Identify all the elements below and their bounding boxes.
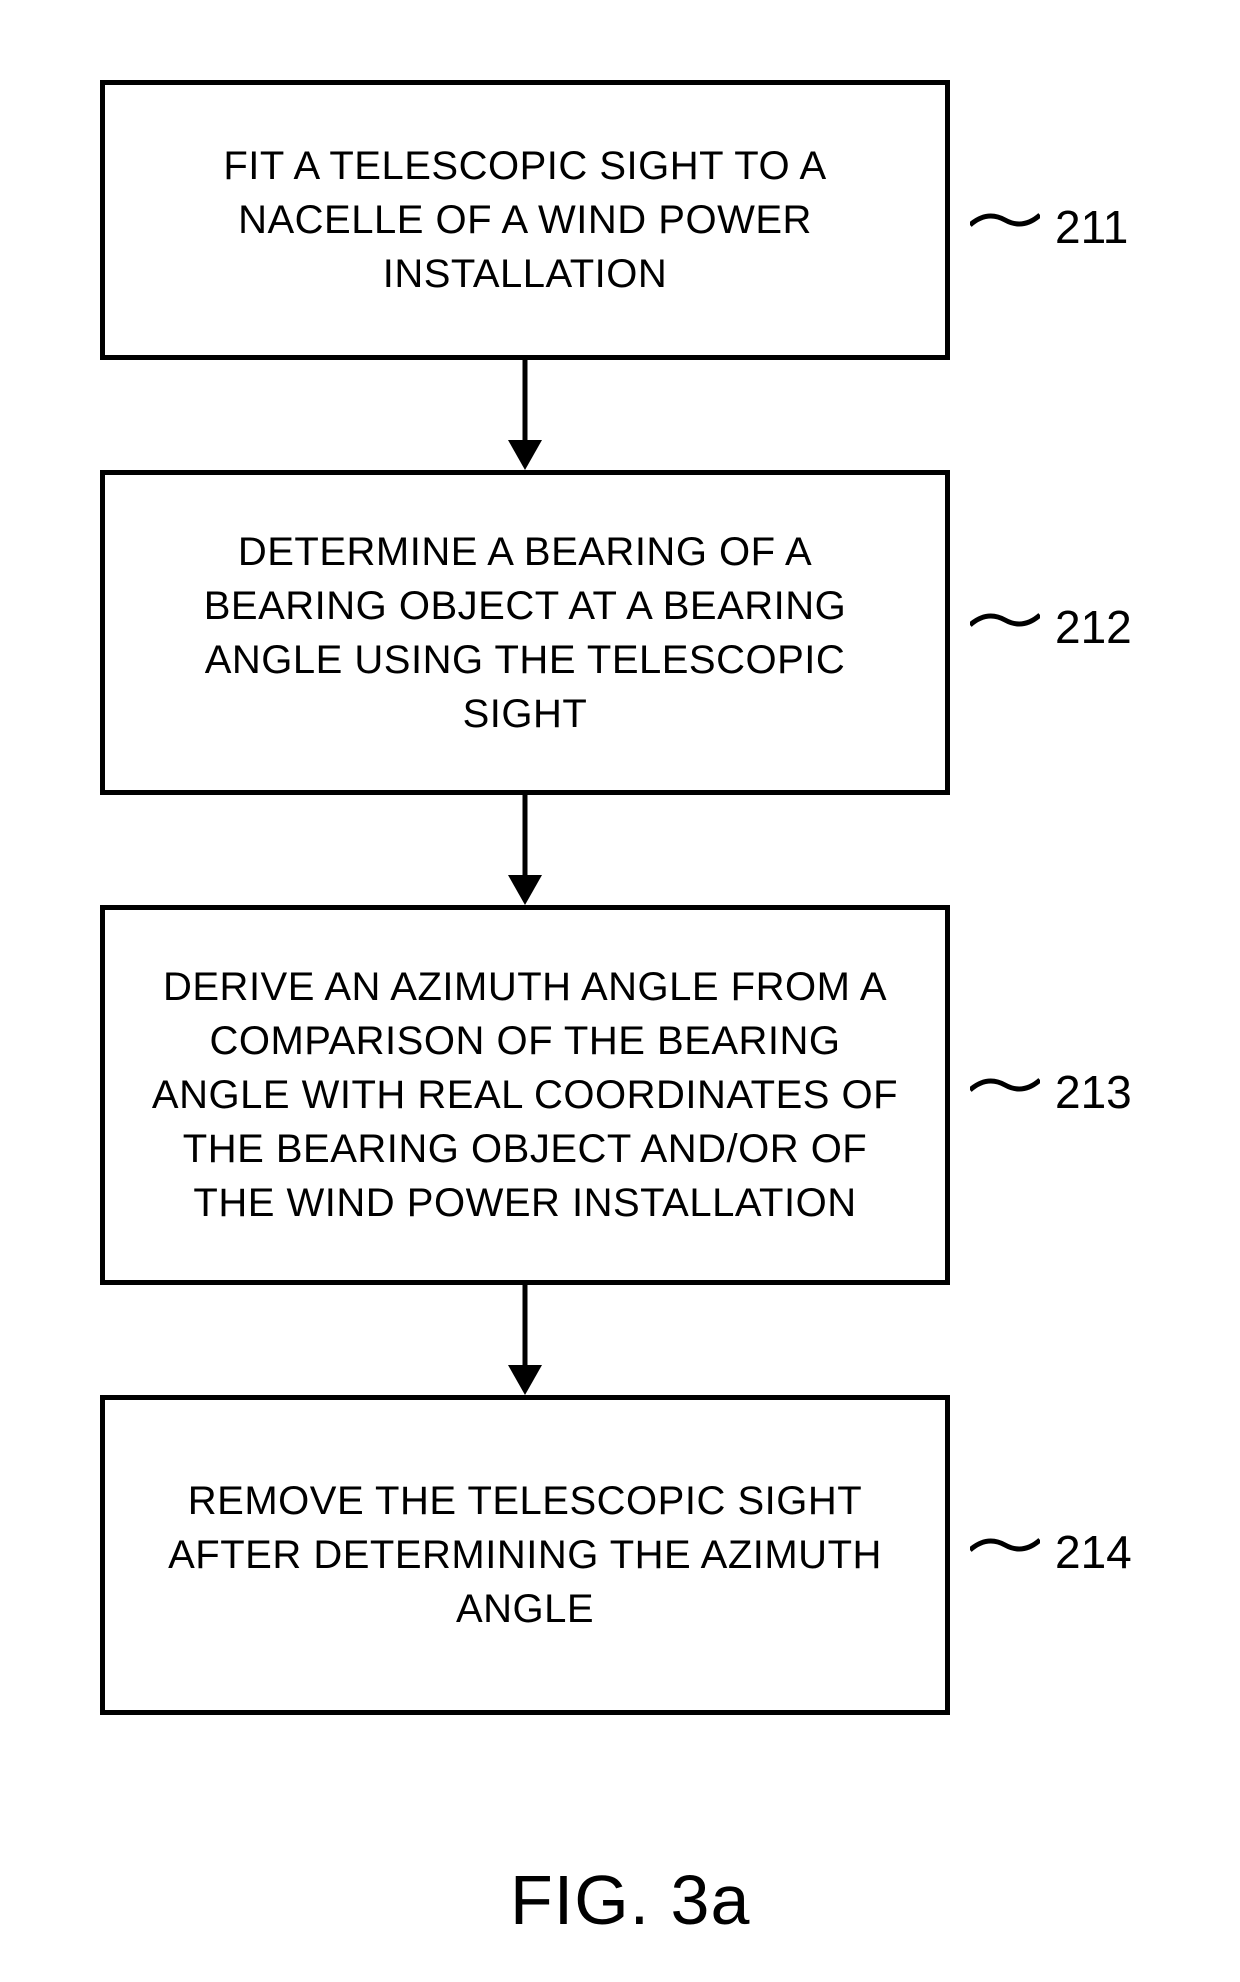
step-text: DERIVE AN AZIMUTH ANGLE FROM A COMPARISO… <box>145 960 905 1230</box>
step-text: REMOVE THE TELESCOPIC SIGHT AFTER DETERM… <box>145 1474 905 1636</box>
flowchart-step-3: DERIVE AN AZIMUTH ANGLE FROM A COMPARISO… <box>100 905 950 1285</box>
connector-tilde <box>970 205 1040 235</box>
connector-tilde <box>970 1070 1040 1100</box>
figure-label: FIG. 3a <box>510 1860 750 1940</box>
connector-tilde <box>970 605 1040 635</box>
flowchart-step-1: FIT A TELESCOPIC SIGHT TO A NACELLE OF A… <box>100 80 950 360</box>
flowchart-step-4: REMOVE THE TELESCOPIC SIGHT AFTER DETERM… <box>100 1395 950 1715</box>
step-text: FIT A TELESCOPIC SIGHT TO A NACELLE OF A… <box>145 139 905 301</box>
connector-tilde <box>970 1530 1040 1560</box>
step-label-2: 212 <box>1055 600 1132 654</box>
step-label-1: 211 <box>1055 200 1128 254</box>
step-label-4: 214 <box>1055 1525 1132 1579</box>
step-label-3: 213 <box>1055 1065 1132 1119</box>
flowchart-step-2: DETERMINE A BEARING OF A BEARING OBJECT … <box>100 470 950 795</box>
step-text: DETERMINE A BEARING OF A BEARING OBJECT … <box>145 525 905 741</box>
